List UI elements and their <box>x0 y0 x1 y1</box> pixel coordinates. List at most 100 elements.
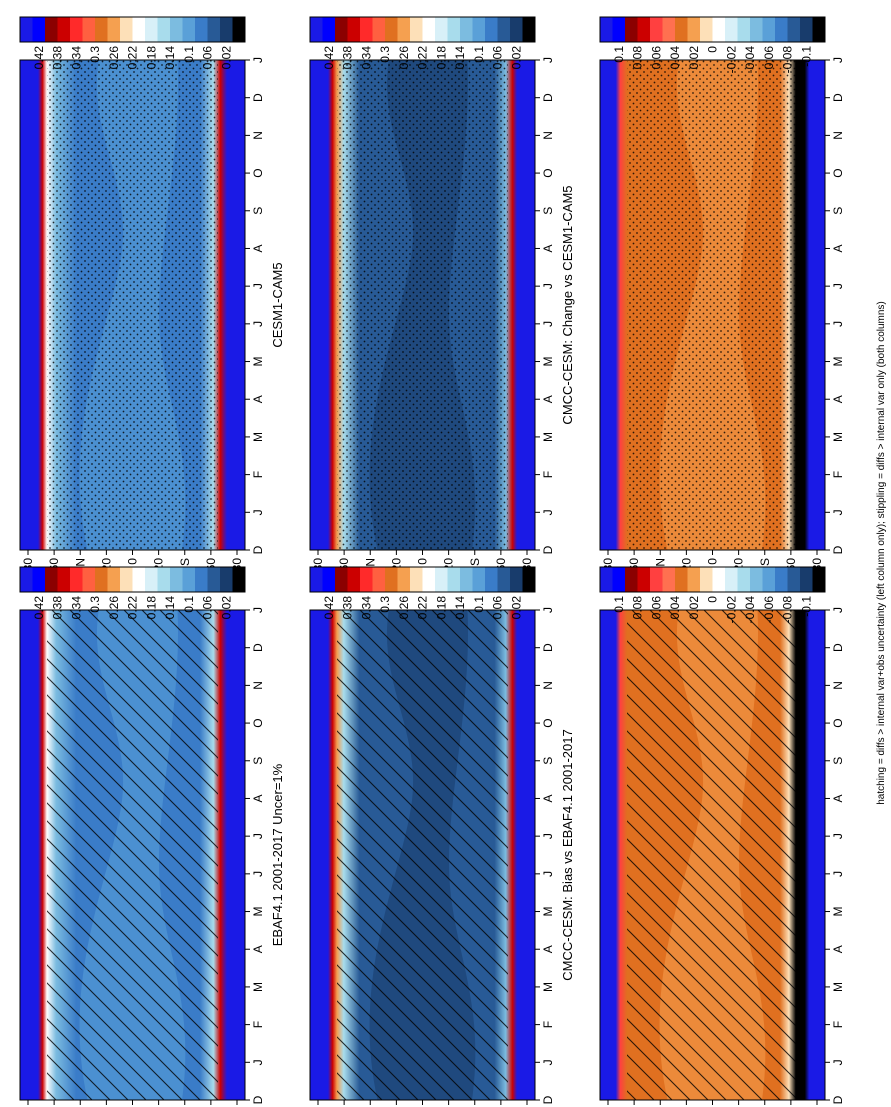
colorbar-swatch <box>410 17 423 42</box>
colorbar-label: 0.42 <box>322 46 336 70</box>
x-tick-label: M <box>831 357 845 367</box>
colorbar-swatch <box>45 567 58 592</box>
x-tick-label: A <box>251 395 265 403</box>
x-tick-label: D <box>251 93 265 102</box>
x-tick-label: S <box>251 757 265 765</box>
colorbar-label: -0.08 <box>781 46 795 74</box>
colorbar-label: 0.1 <box>182 46 196 63</box>
colorbar-swatch <box>422 567 436 592</box>
colorbar-label: -0.04 <box>743 596 757 624</box>
colorbar-swatch <box>737 17 751 42</box>
colorbar-label: -0.02 <box>724 596 738 624</box>
x-tick-label: O <box>251 168 265 177</box>
colorbar-label: -0.04 <box>743 46 757 74</box>
colorbar-label: 0.02 <box>219 46 233 70</box>
x-tick-label: F <box>831 471 845 478</box>
colorbar-swatch <box>522 17 536 42</box>
colorbar-label: 0.04 <box>668 596 682 620</box>
colorbar-swatch <box>625 567 638 592</box>
x-tick-label: F <box>251 1021 265 1028</box>
colorbar-label: 0.22 <box>126 596 140 620</box>
colorbar-label: 0.26 <box>397 46 411 70</box>
colorbar-frame <box>309 566 536 593</box>
x-tick-label: J <box>831 57 845 63</box>
x-tick-label: M <box>251 907 265 917</box>
x-tick-label: J <box>541 871 555 877</box>
colorbar-label: 0.02 <box>687 596 701 620</box>
colorbar-swatch <box>195 17 208 42</box>
x-tick-label: S <box>251 207 265 215</box>
colorbar-swatch <box>422 17 436 42</box>
x-tick-label: D <box>251 1095 265 1104</box>
colorbar-swatch <box>775 17 788 42</box>
colorbar-swatch <box>347 567 361 592</box>
colorbar-swatch <box>207 17 221 42</box>
colorbar-swatch <box>612 17 626 42</box>
colorbar-label: 0.02 <box>509 596 523 620</box>
x-tick-label: O <box>831 718 845 727</box>
colorbar-swatch <box>232 567 246 592</box>
colorbar-swatch <box>460 567 473 592</box>
colorbar-d: 0.42 0.38 0.34 0.3 0.26 0.22 0.18 0.14 0.1 0.06 0.… <box>309 16 536 70</box>
colorbar-swatch <box>662 567 676 592</box>
colorbar-label: 0.18 <box>144 46 158 70</box>
colorbar-swatch <box>612 567 626 592</box>
x-tick-label: J <box>831 283 845 289</box>
colorbar-label: 0.06 <box>649 596 663 620</box>
colorbar-swatch <box>335 567 348 592</box>
colorbar-swatch <box>447 567 461 592</box>
colorbar-swatch <box>447 17 461 42</box>
colorbar-swatch <box>662 17 676 42</box>
panels-layer: DJFMAMJJASONDJ8060°N20020°S6080CMCC-CESM… <box>19 57 845 1105</box>
panel-b-plot: DJFMAMJJASONDJ8060°N20020°S6080CMCC-CESM… <box>19 57 265 571</box>
x-tick-label: J <box>541 1059 555 1065</box>
colorbar-label: 0.1 <box>472 46 486 63</box>
x-tick-label: F <box>831 1021 845 1028</box>
colorbar-swatch <box>372 567 386 592</box>
colorbar-swatch <box>372 17 386 42</box>
colorbar-label: 0.1 <box>612 46 626 63</box>
colorbar-swatch <box>82 17 96 42</box>
x-tick-label: J <box>251 607 265 613</box>
colorbar-label: 0.18 <box>434 596 448 620</box>
colorbar-swatch <box>497 17 511 42</box>
hatch-overlay <box>337 610 508 1100</box>
colorbar-label: 0.14 <box>163 46 177 70</box>
x-tick-label: J <box>251 833 265 839</box>
x-tick-label: J <box>831 607 845 613</box>
colorbar-label: 0.18 <box>434 46 448 70</box>
x-tick-label: D <box>251 545 265 554</box>
x-tick-label: J <box>831 833 845 839</box>
colorbar-label: 0.3 <box>88 596 102 613</box>
colorbar-swatch <box>712 567 726 592</box>
colorbar-frame <box>599 16 826 43</box>
stipple-overlay <box>47 60 218 550</box>
x-tick-label: J <box>251 509 265 515</box>
x-tick-label: D <box>251 643 265 652</box>
colorbar-f: 0.1 0.08 0.06 0.04 0.02 0 -0.02 -0.04 -0.06 -0.08… <box>599 16 826 74</box>
x-tick-label: A <box>541 945 555 953</box>
x-tick-label: M <box>251 432 265 442</box>
colorbar-swatch <box>435 17 448 42</box>
x-tick-label: N <box>541 131 555 140</box>
x-tick-label: S <box>831 207 845 215</box>
y-tick-label: 0 <box>706 558 720 565</box>
colorbar-label: 0.08 <box>631 596 645 620</box>
x-tick-label: S <box>541 757 555 765</box>
colorbar-swatch <box>170 567 183 592</box>
colorbar-label: 0.38 <box>51 46 65 70</box>
x-tick-label: A <box>541 395 555 403</box>
colorbar-label: 0.06 <box>491 596 505 620</box>
x-tick-label: J <box>541 607 555 613</box>
colorbar-label: 0.26 <box>107 596 121 620</box>
colorbar-label: -0.06 <box>762 46 776 74</box>
colorbar-swatch <box>800 17 813 42</box>
colorbar-swatch <box>625 17 638 42</box>
colorbar-label: 0.02 <box>687 46 701 70</box>
colorbar-swatch <box>700 567 713 592</box>
y-tick-label: 0 <box>126 558 140 565</box>
x-tick-label: S <box>831 757 845 765</box>
